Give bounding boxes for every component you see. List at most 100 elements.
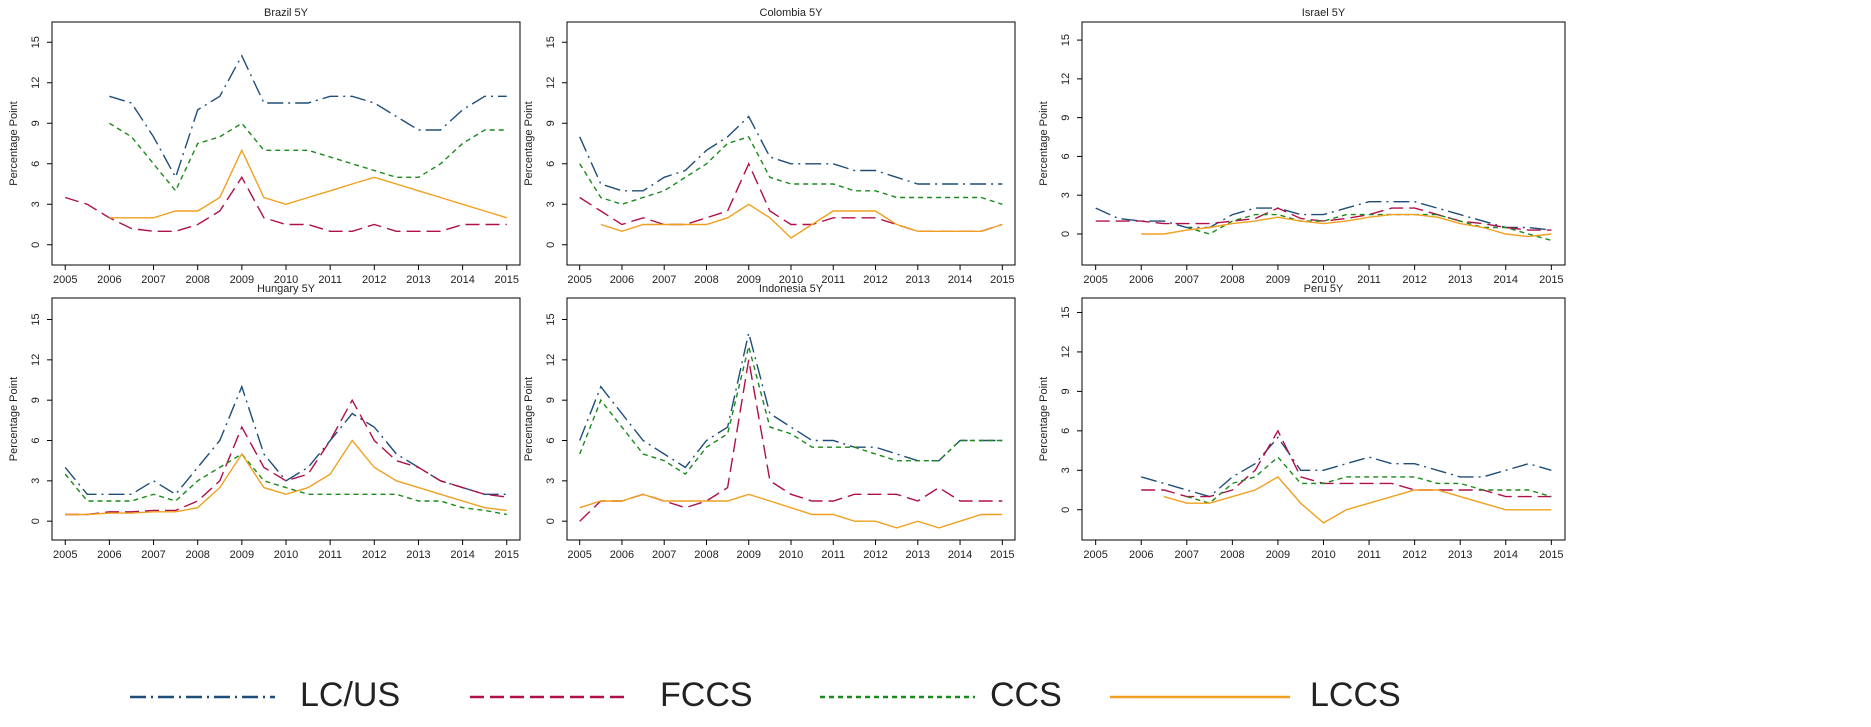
x-tick-label: 2010 bbox=[274, 274, 298, 286]
series-line bbox=[1141, 429, 1552, 498]
plot-frame bbox=[566, 21, 1016, 266]
x-tick-label: 2015 bbox=[495, 549, 519, 561]
y-tick-label: 12 bbox=[30, 77, 42, 89]
y-tick-label: 6 bbox=[545, 161, 557, 167]
x-tick-label: 2006 bbox=[97, 274, 121, 286]
panel-title: Hungary 5Y bbox=[257, 283, 316, 295]
y-tick-label: 15 bbox=[30, 36, 42, 48]
x-tick-label: 2009 bbox=[230, 549, 254, 561]
x-tick-label: 2009 bbox=[1266, 549, 1290, 561]
legend-text: CCS bbox=[990, 676, 1062, 714]
y-tick-label: 12 bbox=[1060, 73, 1072, 85]
x-tick-label: 2010 bbox=[1311, 274, 1335, 286]
y-tick-label: 9 bbox=[1060, 115, 1072, 121]
x-tick-label: 2014 bbox=[450, 549, 474, 561]
x-tick-label: 2011 bbox=[821, 274, 845, 286]
legend-text: LC/US bbox=[300, 676, 400, 714]
series-line bbox=[109, 122, 507, 193]
y-tick-label: 15 bbox=[30, 313, 42, 325]
x-tick-label: 2007 bbox=[1175, 274, 1199, 286]
series-line bbox=[1186, 213, 1552, 242]
x-tick-label: 2014 bbox=[948, 549, 972, 561]
x-tick-label: 2012 bbox=[1402, 549, 1426, 561]
y-tick-label: 3 bbox=[30, 478, 42, 484]
x-tick-label: 2005 bbox=[1083, 274, 1107, 286]
y-tick-label: 3 bbox=[1060, 467, 1072, 473]
series-line bbox=[1095, 207, 1552, 231]
y-tick-label: 12 bbox=[545, 354, 557, 366]
x-tick-label: 2015 bbox=[1539, 549, 1563, 561]
panel-title: Indonesia 5Y bbox=[759, 283, 824, 295]
y-tick-label: 6 bbox=[1060, 153, 1072, 159]
series-line bbox=[600, 203, 1003, 239]
x-tick-label: 2008 bbox=[694, 274, 718, 286]
x-tick-label: 2007 bbox=[1175, 549, 1199, 561]
series-line bbox=[579, 332, 1003, 469]
series-line bbox=[1141, 213, 1552, 238]
y-tick-label: 0 bbox=[1060, 231, 1072, 237]
y-tick-label: 6 bbox=[30, 161, 42, 167]
x-tick-label: 2006 bbox=[610, 274, 634, 286]
x-tick-label: 2010 bbox=[1311, 549, 1335, 561]
x-tick-label: 2007 bbox=[652, 274, 676, 286]
series-line bbox=[579, 135, 1003, 206]
x-tick-label: 2013 bbox=[906, 274, 930, 286]
y-tick-label: 3 bbox=[1060, 192, 1072, 198]
plot-frame bbox=[1081, 297, 1566, 541]
x-tick-label: 2012 bbox=[863, 549, 887, 561]
x-tick-label: 2005 bbox=[53, 549, 77, 561]
series-line bbox=[109, 148, 508, 219]
x-tick-label: 2010 bbox=[274, 549, 298, 561]
x-tick-label: 2011 bbox=[821, 549, 845, 561]
y-tick-label: 0 bbox=[545, 242, 557, 248]
x-tick-label: 2015 bbox=[990, 549, 1014, 561]
y-tick-label: 0 bbox=[1060, 507, 1072, 513]
x-tick-label: 2007 bbox=[652, 549, 676, 561]
x-tick-label: 2015 bbox=[1539, 274, 1563, 286]
y-tick-label: 0 bbox=[30, 518, 42, 524]
panel-title: Peru 5Y bbox=[1304, 283, 1344, 295]
x-tick-label: 2006 bbox=[1129, 274, 1153, 286]
y-tick-label: 0 bbox=[545, 518, 557, 524]
series-line bbox=[64, 453, 507, 516]
x-tick-label: 2014 bbox=[450, 274, 474, 286]
x-tick-label: 2009 bbox=[230, 274, 254, 286]
panel-title: Brazil 5Y bbox=[264, 7, 309, 19]
plot-frame bbox=[51, 297, 521, 541]
x-tick-label: 2008 bbox=[185, 549, 209, 561]
y-tick-label: 6 bbox=[1060, 428, 1072, 434]
series-line bbox=[64, 384, 507, 496]
y-axis-label: Percentage Point bbox=[8, 101, 20, 185]
x-tick-label: 2012 bbox=[1402, 274, 1426, 286]
x-tick-label: 2012 bbox=[863, 274, 887, 286]
x-tick-label: 2010 bbox=[779, 549, 803, 561]
y-tick-label: 6 bbox=[30, 437, 42, 443]
y-tick-label: 12 bbox=[30, 354, 42, 366]
x-tick-label: 2009 bbox=[736, 549, 760, 561]
y-tick-label: 9 bbox=[30, 397, 42, 403]
y-tick-label: 15 bbox=[545, 313, 557, 325]
x-tick-label: 2006 bbox=[1129, 549, 1153, 561]
x-tick-label: 2013 bbox=[1448, 549, 1472, 561]
x-tick-label: 2006 bbox=[610, 549, 634, 561]
panel-title: Israel 5Y bbox=[1302, 7, 1346, 19]
x-tick-label: 2008 bbox=[185, 274, 209, 286]
series-line bbox=[579, 346, 1003, 476]
x-tick-label: 2005 bbox=[567, 274, 591, 286]
plot-frame bbox=[1081, 21, 1566, 266]
x-tick-label: 2009 bbox=[1266, 274, 1290, 286]
x-tick-label: 2011 bbox=[1357, 549, 1381, 561]
x-tick-label: 2015 bbox=[990, 274, 1014, 286]
x-tick-label: 2011 bbox=[1357, 274, 1381, 286]
x-tick-label: 2013 bbox=[1448, 274, 1472, 286]
x-tick-label: 2014 bbox=[948, 274, 972, 286]
x-tick-label: 2009 bbox=[736, 274, 760, 286]
series-line bbox=[65, 439, 507, 516]
x-tick-label: 2011 bbox=[318, 549, 342, 561]
legend-text: FCCS bbox=[660, 676, 753, 714]
series-line bbox=[579, 493, 1003, 529]
y-tick-label: 3 bbox=[545, 201, 557, 207]
series-line bbox=[579, 359, 1003, 522]
y-tick-label: 9 bbox=[545, 397, 557, 403]
